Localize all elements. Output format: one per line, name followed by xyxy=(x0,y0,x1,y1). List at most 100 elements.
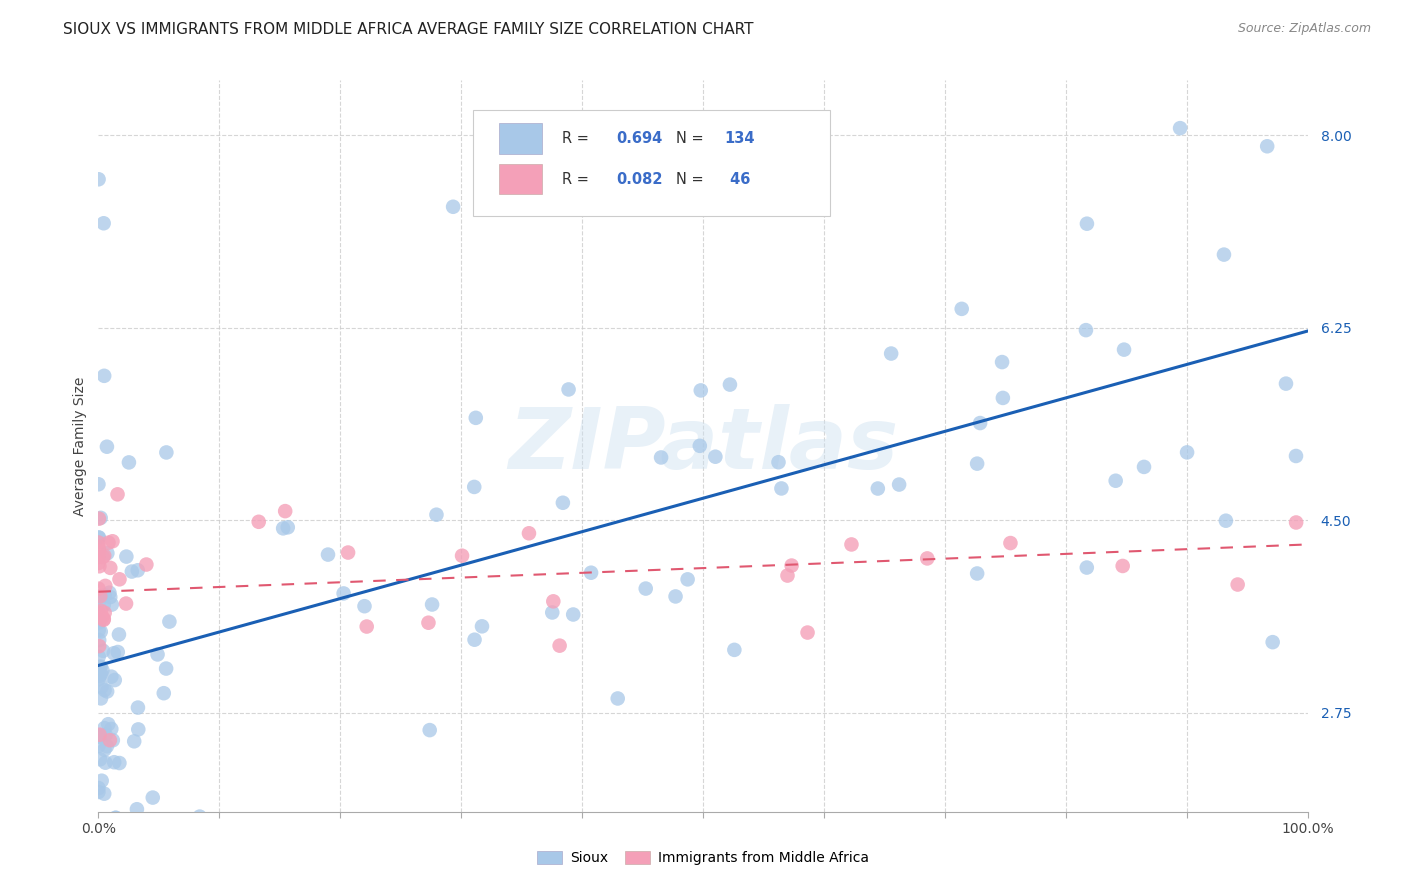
Point xyxy=(87,606,110,620)
Point xyxy=(1105,474,1128,488)
Point xyxy=(87,582,110,596)
Text: R =: R = xyxy=(561,131,593,146)
Point xyxy=(87,511,110,525)
Point xyxy=(1213,247,1236,261)
Point xyxy=(887,477,910,491)
Point xyxy=(87,785,110,799)
Point xyxy=(188,809,211,823)
Point xyxy=(277,520,299,534)
Point xyxy=(796,625,818,640)
Point xyxy=(87,613,110,627)
Point xyxy=(689,384,711,398)
Point xyxy=(90,511,112,525)
Point xyxy=(96,739,118,754)
Point xyxy=(1285,516,1308,530)
Point xyxy=(108,756,131,770)
Point xyxy=(464,410,486,425)
Point xyxy=(776,568,799,582)
Point xyxy=(464,632,486,647)
Point xyxy=(135,558,157,572)
Point xyxy=(579,566,602,580)
Point xyxy=(1226,577,1249,591)
Point xyxy=(271,521,294,535)
Point xyxy=(664,590,686,604)
Point xyxy=(950,301,973,316)
Point xyxy=(87,623,110,637)
Point xyxy=(93,742,115,756)
Point xyxy=(557,383,579,397)
Point xyxy=(87,540,110,554)
Point xyxy=(125,802,148,816)
Point xyxy=(155,662,177,676)
Point xyxy=(100,722,122,736)
Point xyxy=(91,610,114,624)
Point xyxy=(104,811,127,825)
Point xyxy=(87,649,110,664)
Point xyxy=(650,450,672,465)
Point xyxy=(90,659,112,673)
Point xyxy=(96,440,118,454)
Point xyxy=(1074,323,1097,337)
Point xyxy=(1000,536,1022,550)
Point xyxy=(115,597,138,611)
Point xyxy=(152,686,174,700)
Point xyxy=(966,566,988,581)
Point xyxy=(768,455,790,469)
Point xyxy=(96,684,118,698)
Point xyxy=(420,598,443,612)
Point xyxy=(676,572,699,586)
Point xyxy=(551,496,574,510)
Point xyxy=(1076,217,1098,231)
Point xyxy=(1285,449,1308,463)
Point xyxy=(89,614,111,628)
Point xyxy=(87,543,110,558)
Point xyxy=(108,627,131,641)
Point xyxy=(91,663,114,677)
Text: 0.082: 0.082 xyxy=(616,171,662,186)
Point xyxy=(89,559,111,574)
Point xyxy=(122,734,145,748)
Point xyxy=(108,572,131,586)
Point xyxy=(441,200,464,214)
Point xyxy=(517,526,540,541)
Point xyxy=(1076,560,1098,574)
Point xyxy=(101,733,124,747)
Point xyxy=(87,818,110,832)
Point xyxy=(93,216,115,230)
Point xyxy=(146,648,169,662)
Point xyxy=(87,615,110,630)
Point xyxy=(93,598,115,612)
Point xyxy=(471,619,494,633)
Point xyxy=(98,561,121,575)
Point xyxy=(966,457,988,471)
Point xyxy=(356,619,378,633)
Point xyxy=(127,563,149,577)
FancyBboxPatch shape xyxy=(499,123,543,154)
Point xyxy=(541,606,564,620)
Point xyxy=(101,598,124,612)
Text: 134: 134 xyxy=(724,131,755,146)
Point xyxy=(93,613,115,627)
Point xyxy=(89,633,111,648)
Point xyxy=(969,416,991,430)
Point xyxy=(463,480,485,494)
FancyBboxPatch shape xyxy=(499,163,543,194)
Point xyxy=(93,612,115,626)
Point xyxy=(93,787,115,801)
Point xyxy=(87,594,110,608)
Text: ZIPatlas: ZIPatlas xyxy=(508,404,898,488)
Point xyxy=(98,733,121,747)
Point xyxy=(103,756,125,770)
Point xyxy=(562,607,585,622)
Point xyxy=(127,700,149,714)
Point xyxy=(87,172,110,186)
Point xyxy=(247,515,270,529)
Point xyxy=(770,482,793,496)
Point xyxy=(98,585,121,599)
Point xyxy=(93,683,115,698)
Point xyxy=(87,477,110,491)
Text: SIOUX VS IMMIGRANTS FROM MIDDLE AFRICA AVERAGE FAMILY SIZE CORRELATION CHART: SIOUX VS IMMIGRANTS FROM MIDDLE AFRICA A… xyxy=(63,22,754,37)
Text: R =: R = xyxy=(561,171,593,186)
Point xyxy=(87,665,110,680)
Point xyxy=(104,811,127,825)
